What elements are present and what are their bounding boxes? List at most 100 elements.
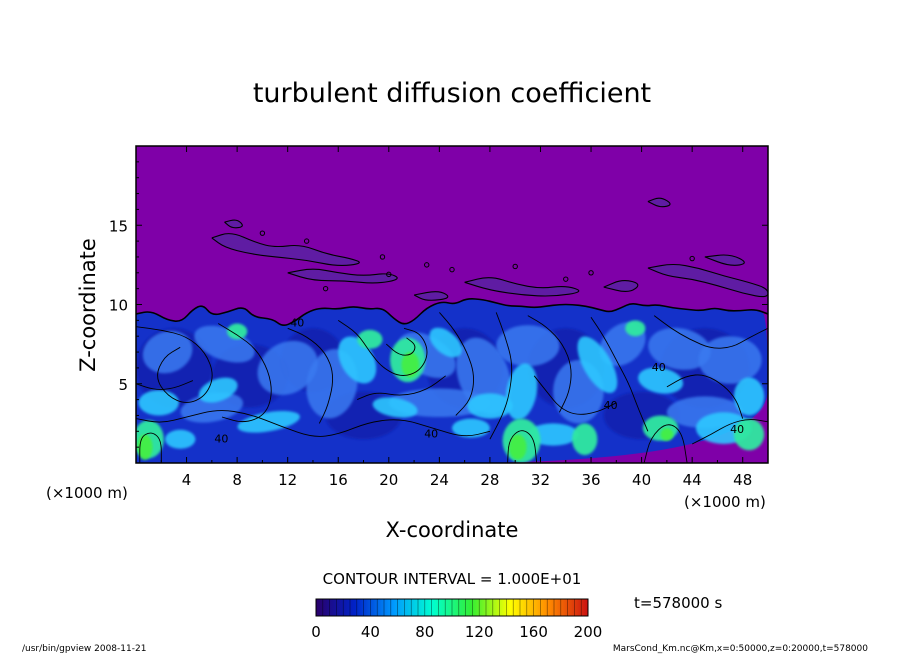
contour-line (590, 316, 649, 432)
field-patch (142, 330, 193, 374)
plot-area: 40 40 40 40 40 40 (135, 145, 769, 464)
field-patch (625, 320, 646, 337)
y-tick-label: 5 (118, 376, 128, 394)
y-tick-label: 15 (109, 217, 128, 235)
colorbar-contour-lines (322, 599, 582, 616)
field-patch (733, 418, 765, 451)
field-patch (357, 329, 383, 349)
small-eddy (512, 263, 518, 270)
colorbar-frame (315, 598, 589, 617)
x-tick-label: 40 (632, 471, 651, 489)
upper-eddy-contour (603, 280, 639, 293)
field-patch (429, 327, 462, 358)
colorbar-tick-label: 200 (574, 623, 603, 641)
contour-label: 40 (290, 317, 304, 330)
chart-title: turbulent diffusion coefficient (253, 78, 651, 109)
colorbar-tick-label: 40 (361, 623, 380, 641)
small-eddy (588, 270, 594, 276)
field-patch (198, 377, 238, 403)
time-label: t=578000 s (634, 594, 722, 612)
field-patch (372, 397, 418, 418)
x-axis: 4 8 12 16 20 24 28 32 36 40 44 48 (160, 146, 752, 489)
colorbar-tick-label: 120 (465, 623, 494, 641)
x-tick-label: 24 (430, 471, 449, 489)
field-patch (638, 367, 684, 394)
x-axis-label: X-coordinate (386, 518, 519, 542)
field-patch (572, 423, 598, 456)
contour-label: 40 (604, 399, 618, 412)
contour-label: 40 (214, 432, 228, 445)
contour-line (136, 326, 213, 403)
field-patch (505, 363, 538, 420)
contour-line (643, 424, 688, 463)
field-patch (401, 352, 420, 378)
upper-eddy-contour (647, 263, 768, 298)
field-patch (508, 434, 527, 460)
small-eddy (449, 266, 455, 273)
x-tick-label: 8 (232, 471, 242, 489)
contour-line (439, 312, 474, 416)
small-eddy (424, 262, 430, 268)
contour-line (136, 298, 768, 326)
field-patch (452, 418, 490, 438)
y-tick-label: 10 (109, 297, 128, 315)
small-eddy (379, 254, 386, 260)
x-unit-right: (×1000 m) (684, 493, 766, 511)
footer-left: /usr/bin/gpview 2008-11-21 (22, 644, 146, 654)
x-unit-left: (×1000 m) (46, 484, 128, 502)
x-tick-label: 20 (379, 471, 398, 489)
field-patch (165, 429, 196, 449)
contour-line (357, 375, 446, 401)
small-eddy (563, 276, 569, 282)
x-tick-label: 28 (480, 471, 499, 489)
contour-label: 40 (730, 423, 744, 436)
x-tick-label: 12 (278, 471, 297, 489)
colorbar-tick-label: 0 (311, 623, 321, 641)
colorbar-tick-label: 160 (519, 623, 548, 641)
x-tick-label: 32 (531, 471, 550, 489)
contour-line (533, 375, 617, 415)
field-patch (660, 428, 674, 441)
x-tick-label: 44 (683, 471, 702, 489)
field-patch (227, 323, 248, 340)
contour-line (136, 380, 194, 390)
colorbar-ticks: 0 40 80 120 160 200 (311, 623, 602, 641)
upper-eddy-contour (704, 254, 745, 266)
small-eddy (259, 230, 266, 236)
upper-eddy-contour (224, 219, 243, 229)
contour-line (653, 315, 768, 349)
footer-right: MarsCond_Km.nc@Km,x=0:50000,z=0:20000,t=… (613, 644, 868, 654)
upper-eddy-contour (413, 291, 449, 301)
field-patch (648, 327, 711, 370)
upper-eddy-contour (647, 197, 671, 208)
contour-label: 40 (424, 428, 438, 441)
turbulence-field: 40 40 40 40 40 40 (136, 197, 768, 463)
upper-eddy-contour (464, 277, 580, 297)
x-tick-label: 36 (581, 471, 600, 489)
contour-line (691, 419, 768, 445)
contour-line (217, 323, 272, 423)
upper-eddy-contour (287, 268, 398, 284)
contour-line (136, 410, 491, 437)
colorbar-tick-label: 80 (415, 623, 434, 641)
x-tick-label: 48 (733, 471, 752, 489)
small-eddy (322, 285, 329, 292)
y-axis-label: Z-coordinate (76, 238, 100, 372)
x-tick-label: 16 (329, 471, 348, 489)
contour-line (507, 430, 538, 463)
field-patch (496, 325, 560, 367)
field-patch (577, 336, 618, 394)
x-tick-label: 4 (182, 471, 192, 489)
contour-interval-text: CONTOUR INTERVAL = 1.000E+01 (323, 570, 582, 588)
contour-line (139, 432, 162, 463)
field-patch (467, 393, 513, 419)
field-patch (733, 377, 765, 416)
contour-line (386, 337, 416, 356)
small-eddy (303, 238, 310, 244)
small-eddy (689, 255, 695, 262)
y-axis: 5 10 15 (109, 161, 768, 448)
contour-line (287, 327, 334, 424)
contour-line (489, 312, 513, 440)
colorbar: 0 40 80 120 160 200 (311, 598, 602, 641)
